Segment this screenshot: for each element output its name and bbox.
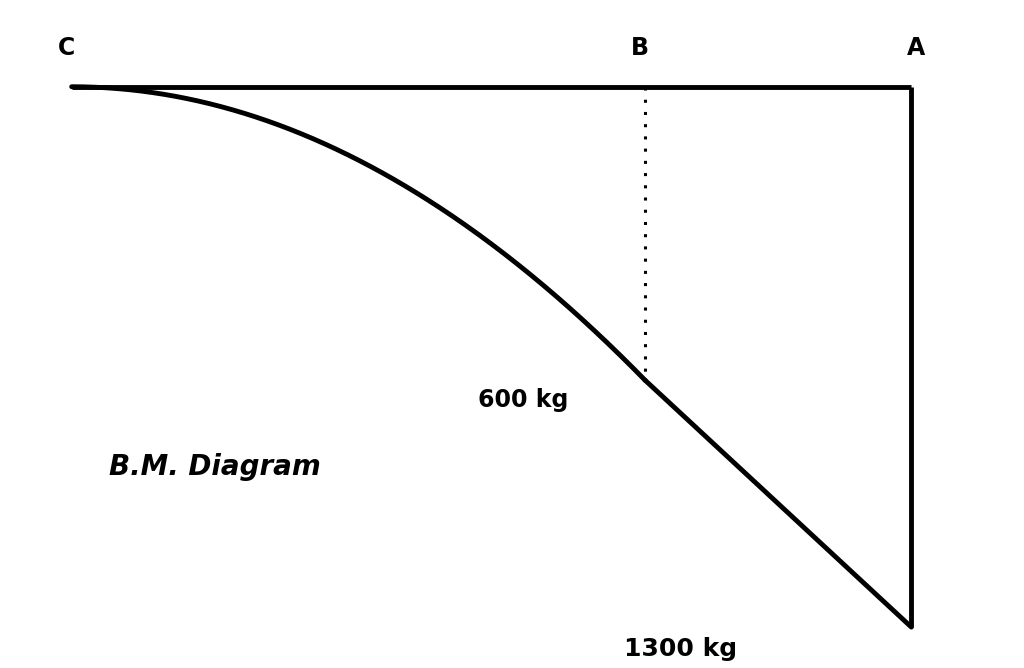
Text: 600 kg: 600 kg [478, 388, 568, 412]
Text: 1300 kg: 1300 kg [625, 637, 737, 661]
Text: C: C [58, 36, 75, 60]
Text: B: B [631, 36, 649, 60]
Text: B.M. Diagram: B.M. Diagram [110, 453, 321, 481]
Text: A: A [907, 36, 926, 60]
